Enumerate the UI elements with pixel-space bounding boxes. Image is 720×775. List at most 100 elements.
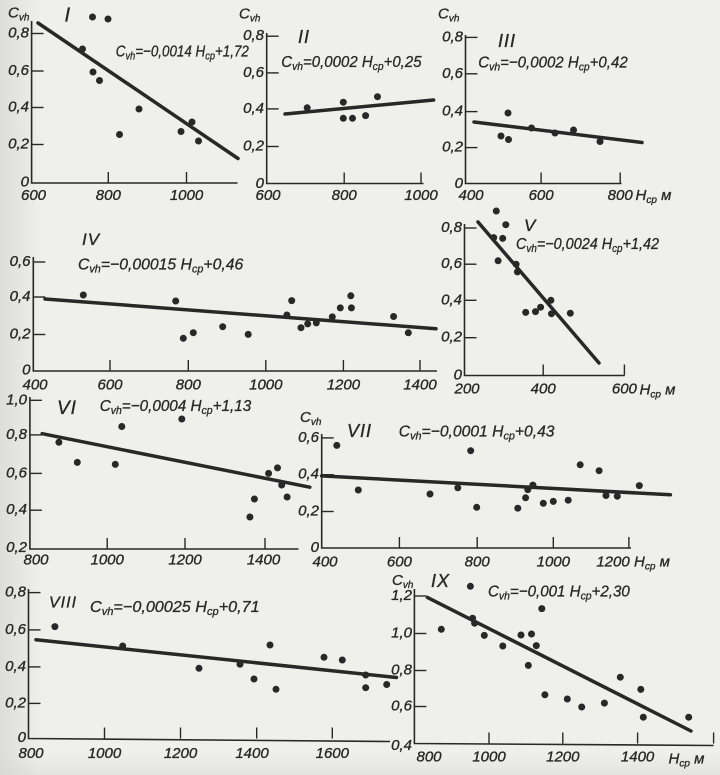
svg-text:VII: VII (347, 421, 372, 441)
svg-text:Cvh: Cvh (8, 5, 30, 24)
svg-text:1,0: 1,0 (391, 625, 413, 642)
svg-text:Cvh=−0,0014 Hср+1,72: Cvh=−0,0014 Hср+1,72 (116, 43, 249, 62)
svg-text:1200: 1200 (546, 749, 580, 766)
svg-text:0,8: 0,8 (6, 426, 28, 443)
svg-text:1000: 1000 (91, 552, 125, 569)
svg-text:800: 800 (465, 554, 491, 571)
svg-text:0,2: 0,2 (441, 329, 463, 346)
svg-text:0,4: 0,4 (5, 658, 26, 675)
svg-text:Cvh: Cvh (239, 6, 261, 25)
svg-text:1200: 1200 (596, 554, 630, 571)
svg-text:0: 0 (21, 174, 30, 191)
svg-text:600: 600 (97, 377, 123, 394)
svg-text:1000: 1000 (249, 377, 283, 394)
svg-text:0: 0 (455, 175, 464, 192)
svg-text:0,4: 0,4 (298, 466, 319, 483)
svg-text:Hср м: Hср м (640, 382, 676, 401)
svg-text:0,2: 0,2 (243, 138, 265, 155)
svg-text:600: 600 (529, 187, 555, 204)
svg-text:II: II (298, 27, 310, 47)
svg-text:1000: 1000 (170, 187, 204, 204)
svg-text:I: I (65, 5, 72, 27)
svg-text:IX: IX (431, 571, 450, 591)
svg-text:0,8: 0,8 (5, 584, 27, 601)
svg-text:0,6: 0,6 (442, 65, 464, 82)
svg-text:1200: 1200 (327, 377, 361, 394)
svg-text:0,2: 0,2 (298, 503, 320, 520)
svg-text:0: 0 (18, 729, 27, 746)
svg-text:1200: 1200 (168, 552, 202, 569)
svg-text:0,4: 0,4 (10, 288, 31, 305)
svg-text:800: 800 (608, 187, 634, 204)
svg-text:Cvh: Cvh (392, 572, 414, 591)
svg-text:Cvh=−0,0002 Hср+0,42: Cvh=−0,0002 Hср+0,42 (478, 54, 628, 74)
svg-text:0,4: 0,4 (391, 737, 412, 754)
svg-text:0,6: 0,6 (391, 698, 413, 715)
svg-text:Cvh=−0,0001 Hср+0,43: Cvh=−0,0001 Hср+0,43 (399, 423, 555, 442)
svg-text:800: 800 (18, 745, 44, 762)
svg-text:200: 200 (453, 381, 480, 398)
svg-text:0: 0 (256, 175, 265, 192)
svg-text:1200: 1200 (164, 745, 198, 762)
svg-text:1,0: 1,0 (6, 391, 28, 408)
svg-text:800: 800 (23, 552, 49, 569)
svg-text:0,2: 0,2 (6, 539, 28, 556)
svg-text:Cvh=−0,0004 Hср+1,13: Cvh=−0,0004 Hср+1,13 (100, 398, 252, 418)
svg-text:0,6: 0,6 (10, 253, 32, 270)
svg-text:0: 0 (454, 367, 463, 384)
svg-text:0,2: 0,2 (5, 694, 27, 711)
svg-text:0,4: 0,4 (8, 99, 29, 116)
svg-text:Hср м: Hср м (636, 187, 672, 206)
svg-text:800: 800 (176, 377, 202, 394)
svg-text:0,8: 0,8 (442, 28, 464, 45)
svg-text:VI: VI (57, 398, 77, 419)
svg-text:0,8: 0,8 (243, 27, 265, 44)
svg-text:0,2: 0,2 (10, 326, 32, 343)
svg-text:600: 600 (255, 187, 281, 204)
svg-text:1000: 1000 (88, 745, 122, 762)
svg-text:V: V (524, 216, 537, 235)
svg-text:VIII: VIII (49, 595, 77, 612)
svg-text:Hср м: Hср м (634, 554, 670, 573)
svg-text:Cvh=−0,00025 Hср+0,71: Cvh=−0,00025 Hср+0,71 (90, 598, 260, 618)
svg-text:1000: 1000 (404, 187, 438, 204)
svg-text:0,6: 0,6 (243, 64, 265, 81)
svg-text:1000: 1000 (537, 554, 571, 571)
svg-text:0,8: 0,8 (391, 662, 413, 679)
svg-text:0,4: 0,4 (243, 100, 264, 117)
svg-text:0,2: 0,2 (8, 136, 30, 153)
svg-text:600: 600 (21, 187, 47, 204)
svg-text:0: 0 (22, 362, 31, 379)
svg-text:0: 0 (311, 539, 320, 556)
svg-text:IV: IV (82, 230, 101, 249)
svg-text:0,6: 0,6 (5, 621, 27, 638)
svg-text:1400: 1400 (621, 749, 655, 766)
svg-text:III: III (498, 31, 516, 51)
svg-text:600: 600 (612, 381, 638, 398)
svg-text:0,4: 0,4 (442, 103, 463, 120)
svg-text:400: 400 (312, 554, 338, 571)
svg-text:1000: 1000 (472, 749, 506, 766)
svg-text:400: 400 (531, 381, 557, 398)
svg-text:0,6: 0,6 (298, 429, 320, 446)
svg-text:1400: 1400 (247, 552, 281, 569)
svg-text:1600: 1600 (316, 745, 350, 762)
svg-text:600: 600 (387, 554, 413, 571)
svg-text:Cvh=−0,0024 Hср+1,42: Cvh=−0,0024 Hср+1,42 (516, 235, 660, 255)
svg-text:Cvh=−0,00015 Hср+0,46: Cvh=−0,00015 Hср+0,46 (78, 256, 243, 275)
svg-text:0,8: 0,8 (441, 219, 463, 236)
svg-text:1400: 1400 (403, 377, 437, 394)
svg-text:Hср м: Hср м (669, 751, 705, 770)
svg-text:1,2: 1,2 (391, 587, 413, 604)
svg-text:Cvh=−0,001 Hср+2,30: Cvh=−0,001 Hср+2,30 (488, 583, 630, 603)
svg-text:Cvh=0,0002 Hср+0,25: Cvh=0,0002 Hср+0,25 (281, 54, 422, 74)
svg-text:0,4: 0,4 (441, 291, 462, 308)
svg-text:800: 800 (416, 749, 442, 766)
svg-text:0,2: 0,2 (442, 139, 464, 156)
svg-text:0,4: 0,4 (6, 501, 27, 518)
svg-text:0,8: 0,8 (8, 25, 30, 42)
svg-text:800: 800 (96, 187, 122, 204)
svg-text:1400: 1400 (235, 745, 269, 762)
svg-text:800: 800 (332, 187, 358, 204)
svg-text:Cvh: Cvh (300, 409, 322, 428)
